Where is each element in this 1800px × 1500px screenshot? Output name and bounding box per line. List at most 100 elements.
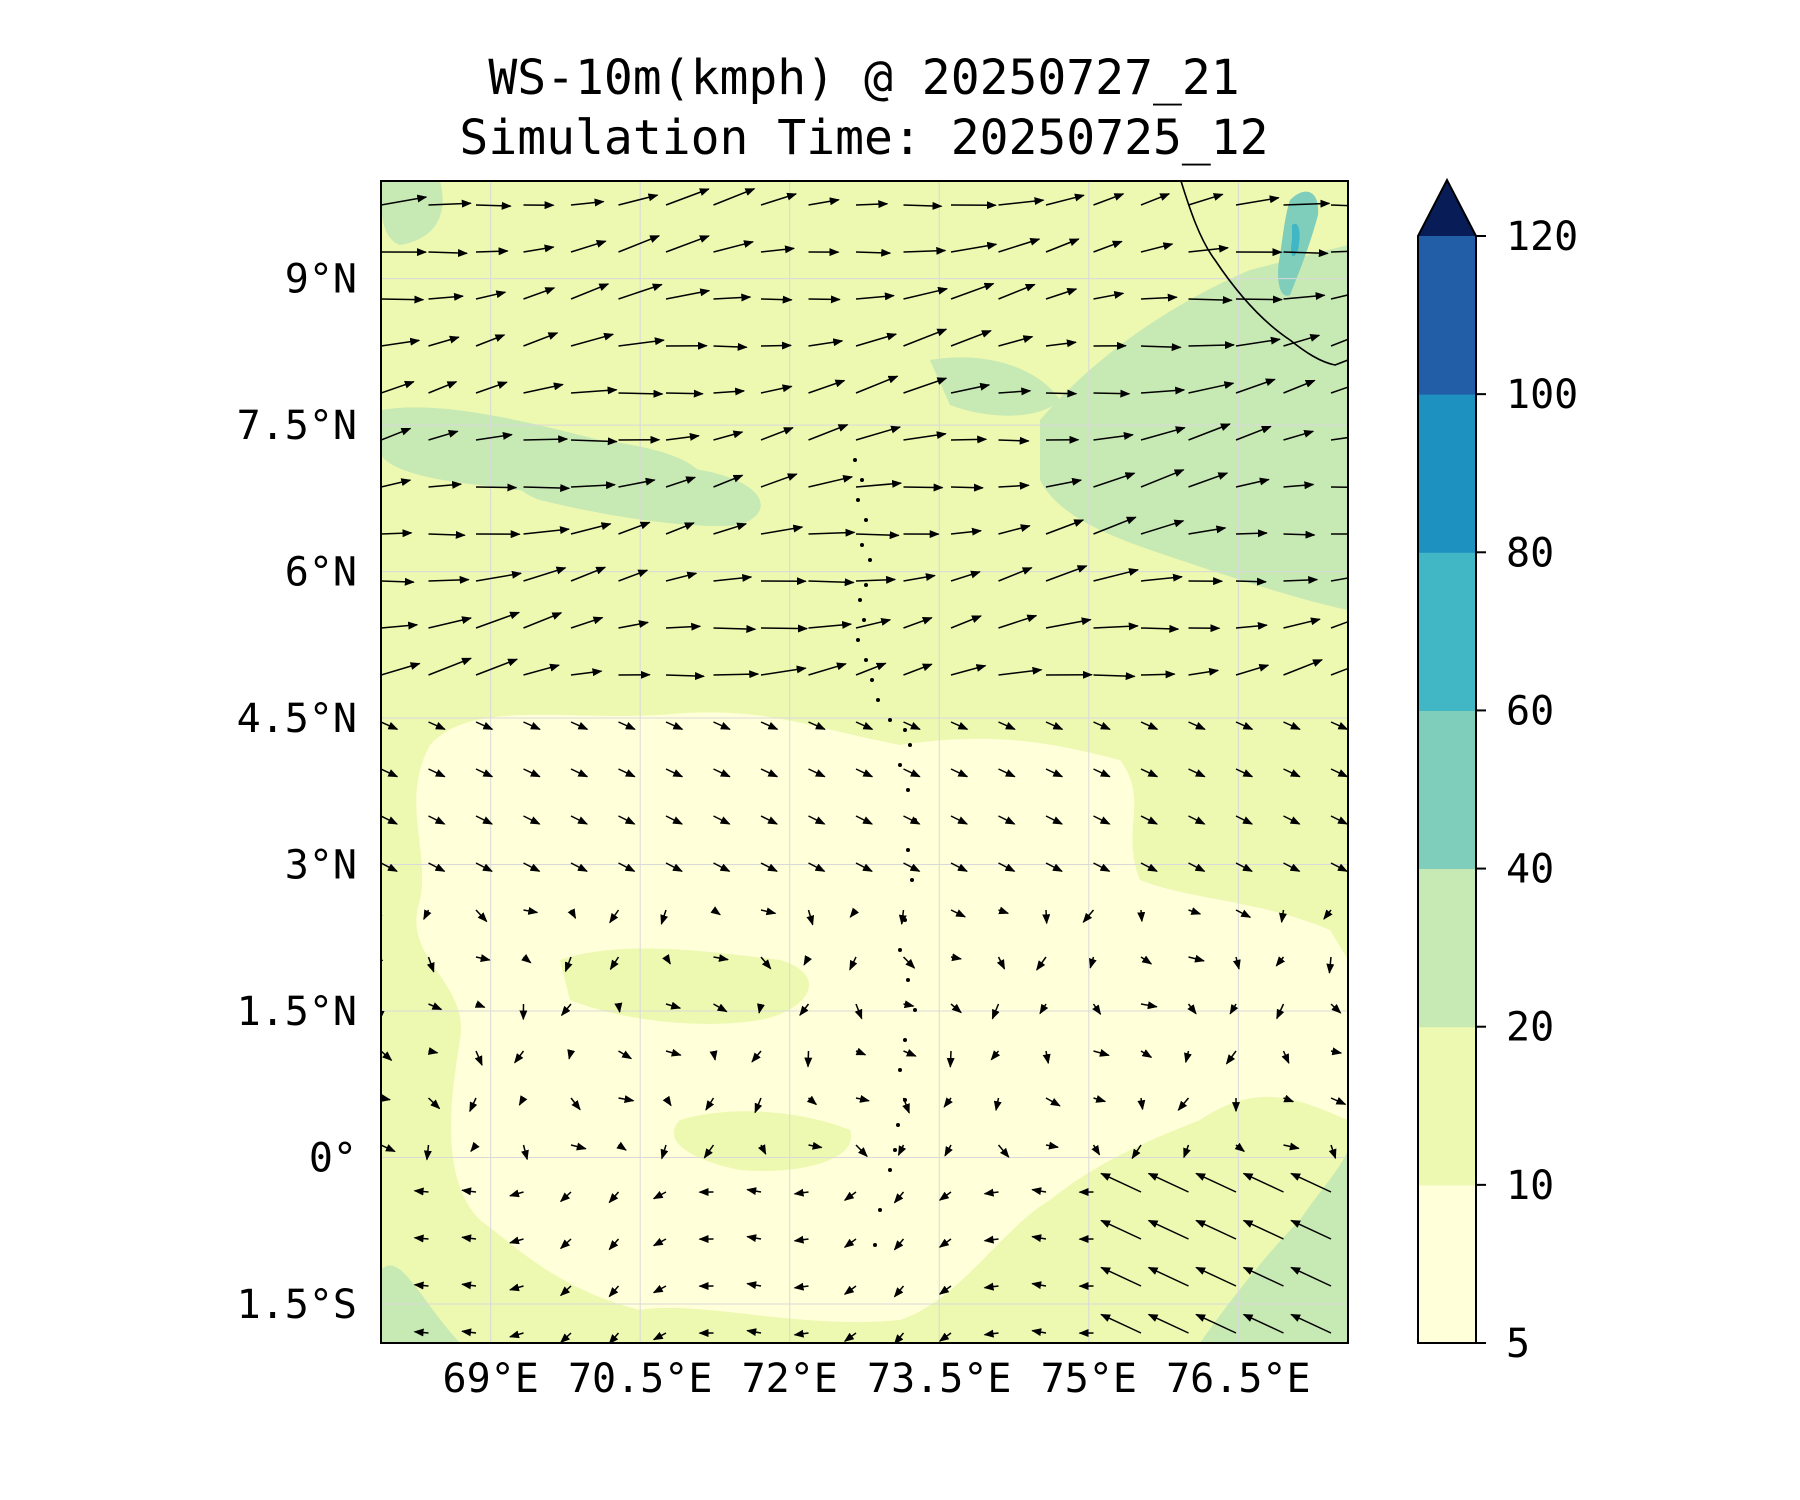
wind-arrow (760, 427, 794, 441)
wind-arrow (1091, 1144, 1101, 1156)
wind-arrow (993, 1097, 1002, 1112)
wind-arrow (1283, 379, 1316, 394)
wind-arrow (614, 1002, 623, 1013)
wind-arrow (855, 721, 874, 730)
wind-arrow (938, 1332, 952, 1342)
wind-arrow (1330, 577, 1348, 582)
wind-arrow (475, 381, 508, 394)
wind-arrow (710, 906, 721, 916)
wind-arrow (1045, 862, 1063, 872)
wind-arrow (1235, 909, 1252, 918)
wind-arrow (523, 484, 571, 493)
atoll-dot (860, 478, 864, 482)
wind-arrow (793, 1235, 809, 1244)
wind-arrow (1283, 1094, 1295, 1103)
wind-arrow (903, 768, 921, 778)
wind-arrow (665, 1048, 682, 1057)
wind-arrow (570, 862, 588, 872)
wind-arrow (1234, 1142, 1245, 1153)
wind-arrow (760, 862, 778, 872)
wind-arrow (903, 573, 936, 582)
wind-arrow (461, 1328, 477, 1337)
wind-arrow (1235, 477, 1270, 488)
atoll-dot (858, 598, 862, 602)
wind-arrow (618, 721, 636, 730)
wind-arrow (608, 1238, 620, 1251)
wind-arrow (1100, 1313, 1142, 1334)
wind-arrow (855, 531, 900, 540)
wind-arrow (1283, 815, 1301, 825)
wind-arrow (381, 1192, 382, 1193)
wind-arrow (1093, 389, 1131, 398)
colorbar-tick-label: 100 (1506, 372, 1578, 418)
wind-arrow (1290, 1219, 1332, 1240)
wind-arrow (514, 1050, 525, 1064)
wind-arrow (1283, 617, 1321, 629)
wind-arrow (713, 862, 731, 872)
wind-arrow (665, 671, 705, 680)
wind-arrow (1235, 815, 1253, 825)
wind-arrow (1195, 1172, 1237, 1193)
title-line-1: WS-10m(kmph) @ 20250727_21 (488, 50, 1240, 106)
wind-arrow (381, 1094, 391, 1102)
wind-arrow (1093, 768, 1111, 778)
wind-arrow (902, 956, 916, 969)
wind-arrow (665, 622, 702, 631)
wind-arrow (475, 909, 488, 923)
wind-arrow (950, 815, 968, 825)
atoll-dot (864, 583, 868, 587)
wind-arrow (428, 335, 460, 347)
wind-arrow (849, 907, 860, 918)
wind-arrow (1140, 469, 1185, 488)
wind-arrow (760, 384, 793, 394)
lon-tick-label: 70.5°E (568, 1356, 713, 1402)
wind-arrow (713, 430, 744, 441)
coastline-mainland (1180, 181, 1348, 366)
wind-arrow (475, 334, 506, 347)
wind-arrow (1140, 386, 1186, 395)
wind-arrow (808, 721, 826, 730)
wind-arrow (760, 665, 807, 676)
wind-arrow (1140, 573, 1183, 582)
atoll-dot (898, 1068, 902, 1072)
atoll-dot (903, 728, 907, 732)
wind-arrow (983, 1235, 999, 1244)
wind-arrow (1140, 193, 1171, 206)
wind-arrow (618, 569, 649, 582)
wind-arrow (1140, 768, 1159, 778)
wind-arrow (760, 815, 778, 825)
wind-arrow (1330, 1047, 1343, 1056)
wind-arrow (760, 192, 798, 206)
wind-arrow (570, 522, 612, 535)
wind-arrow (381, 1286, 382, 1287)
wind-arrow (1093, 568, 1139, 582)
wind-arrow (475, 658, 519, 676)
atoll-dot (876, 698, 880, 702)
wind-arrow (998, 768, 1016, 778)
wind-arrow (950, 721, 969, 730)
colorbar-tick-label: 10 (1506, 1163, 1554, 1209)
wind-arrow (998, 614, 1038, 629)
wind-arrow (475, 862, 493, 872)
wind-arrow (1183, 1144, 1191, 1159)
atoll-dot (906, 788, 910, 792)
wind-arrow (806, 1095, 818, 1106)
colorbar: 5 10 20 40 60 80 100 120 (1417, 177, 1578, 1367)
wind-arrow (461, 1234, 477, 1243)
wind-arrow (665, 476, 697, 488)
wind-arrow (903, 616, 933, 629)
lon-tick-label: 73.5°E (867, 1356, 1012, 1402)
wind-arrow (793, 1188, 809, 1197)
wind-arrow (559, 1285, 572, 1297)
atoll-dot (873, 1243, 877, 1247)
wind-arrow (428, 1002, 443, 1011)
wind-arrow (662, 954, 671, 965)
atoll-dot (898, 763, 902, 767)
wind-arrow (1031, 1328, 1047, 1337)
wind-arrow (523, 612, 563, 629)
colorbar-tick-label: 60 (1506, 688, 1554, 734)
wind-arrow (1283, 530, 1316, 539)
wind-arrow (855, 425, 902, 441)
colorbar-segment (1418, 552, 1476, 711)
wind-arrow (1279, 909, 1287, 924)
